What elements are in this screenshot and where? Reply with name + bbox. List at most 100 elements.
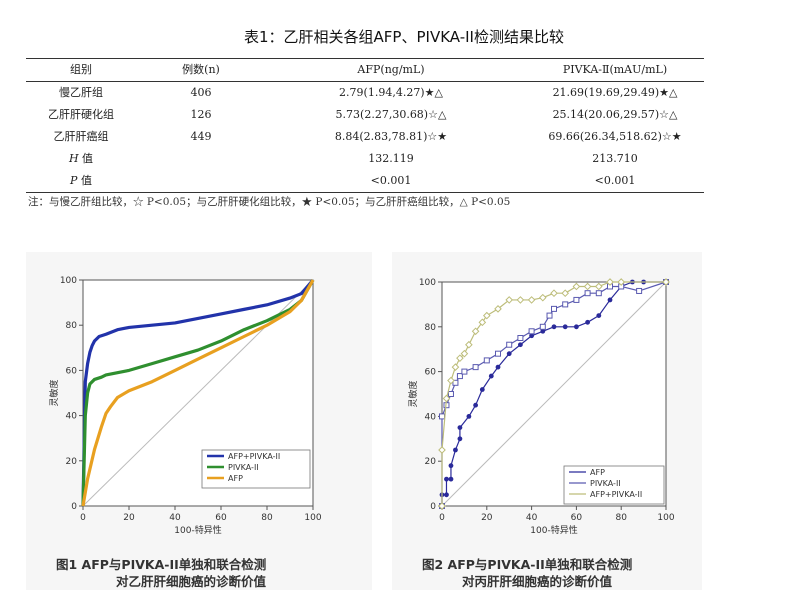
series-point: [636, 287, 643, 294]
figure-1-caption-line1: 图1 AFP与PIVKA-II单独和联合检测: [56, 557, 267, 572]
p-afp: <0.001: [370, 174, 412, 187]
series-point: [584, 290, 591, 297]
x-tick-label: 40: [526, 513, 538, 523]
y-tick-label: 0: [430, 502, 436, 512]
header-group: 组别: [70, 63, 92, 76]
series-point: [460, 349, 469, 358]
series-point: [546, 312, 553, 319]
series-point: [447, 376, 455, 385]
series-point: [506, 341, 513, 348]
header-pivka: PIVKA-Ⅱ(mAU/mL): [562, 63, 668, 76]
series-point: [585, 319, 590, 325]
series-line-0: [81, 278, 315, 507]
x-tick-label: 80: [615, 513, 627, 523]
series-point: [551, 305, 557, 312]
figure-2-caption-line2: 对丙肝肝细胞癌的诊断价值: [462, 574, 613, 589]
row-pivka: 21.69(19.69,29.49)★△: [552, 86, 678, 99]
series-point: [479, 387, 485, 392]
table-header-row: 组别 例数(n) AFP(ng/mL) PIVKA-Ⅱ(mAU/mL): [26, 59, 704, 81]
series-point: [482, 311, 491, 320]
row-afp: 2.79(1.94,4.27)★△: [339, 86, 443, 99]
x-tick-label: 20: [123, 513, 135, 523]
table-row-p: P 值 <0.001 <0.001: [26, 170, 704, 192]
y-tick-label: 0: [71, 502, 77, 512]
series-point: [448, 463, 454, 469]
x-tick-label: 60: [215, 513, 227, 523]
row-count: 406: [190, 86, 212, 99]
table-note: 注：与慢乙肝组比较，☆ P<0.05；与乙肝肝硬化组比较，★ P<0.05；与乙…: [28, 196, 511, 208]
series-point: [540, 328, 546, 334]
series-point: [562, 301, 569, 308]
row-group: 慢乙肝组: [59, 86, 103, 99]
x-tick-label: 60: [571, 513, 583, 523]
series-line-1: [81, 279, 315, 507]
table-row: 乙肝肝癌组 449 8.84(2.83,78.81)☆★ 69.66(26.34…: [26, 126, 704, 148]
legend-label: AFP: [590, 468, 605, 477]
y-tick-label: 20: [425, 457, 437, 467]
series-point: [466, 414, 472, 419]
y-tick-label: 80: [66, 321, 78, 331]
series-point: [562, 324, 568, 330]
series-point: [451, 363, 460, 371]
table-row: 慢乙肝组 406 2.79(1.94,4.27)★△ 21.69(19.69,2…: [26, 82, 704, 104]
p-label-rest: 值: [77, 174, 92, 187]
x-tick-label: 40: [169, 513, 181, 523]
series-point: [607, 297, 613, 303]
figure-2-roc-chart: 0 20 40 60 80 100 0 20 40 60 80 100 100-特异性 灵敏度 AFP PIV…: [407, 278, 675, 536]
series-point: [561, 289, 570, 298]
series-point: [529, 333, 534, 339]
figure-2-panel: 0 20 40 60 80 100 0 20 40 60 80 100 100-特异性 灵敏度 AFP PIV…: [392, 252, 702, 590]
header-count: 例数(n): [182, 63, 220, 76]
series-point: [662, 278, 670, 286]
x-tick-label: 20: [481, 513, 493, 523]
series-point: [488, 373, 494, 379]
row-afp: 8.84(2.83,78.81)☆★: [334, 130, 448, 143]
series-point: [527, 296, 536, 304]
table-bottom-rule: [26, 192, 704, 193]
figure-2-caption: 图2 AFP与PIVKA-II单独和联合检测 对丙肝肝细胞癌的诊断价值: [422, 556, 632, 590]
series-point: [518, 342, 523, 348]
row-afp: 5.73(2.27,30.68)☆△: [335, 108, 447, 121]
x-axis-label: 100-特异性: [530, 524, 577, 536]
h-label-italic: H: [68, 152, 79, 165]
row-group: 乙肝肝癌组: [53, 130, 109, 143]
figure-1-panel: 0 20 40 60 80 100 0 20 40 60 80 100 100-特异性 灵敏度 AFP+PI…: [26, 252, 372, 590]
series-point: [472, 364, 479, 371]
y-axis-label: 灵敏度: [48, 379, 60, 406]
table-row: 乙肝肝硬化组 126 5.73(2.27,30.68)☆△ 25.14(20.0…: [26, 104, 704, 126]
series-point: [471, 327, 480, 336]
legend-label: AFP: [228, 474, 243, 483]
series-point: [594, 282, 603, 291]
legend-label: AFP+PIVKA-II: [228, 452, 280, 461]
y-tick-label: 60: [425, 368, 437, 378]
figure-1-caption-line2: 对乙肝肝细胞癌的诊断价值: [116, 574, 267, 589]
series-point: [452, 379, 459, 386]
series-point: [457, 425, 463, 430]
legend-label: PIVKA-II: [228, 463, 259, 472]
series-point: [495, 350, 501, 357]
series-point: [438, 502, 446, 510]
h-pivka: 213.710: [592, 152, 638, 165]
h-afp: 132.119: [368, 152, 414, 165]
series-point: [473, 402, 478, 408]
series-point: [442, 394, 451, 403]
figure-2-caption-line1: 图2 AFP与PIVKA-II单独和联合检测: [422, 557, 633, 572]
series-point: [574, 324, 579, 330]
y-tick-label: 40: [425, 412, 437, 422]
legend-label: AFP+PIVKA-II: [590, 490, 642, 499]
series-point: [457, 436, 463, 442]
y-tick-label: 60: [66, 366, 78, 376]
y-tick-label: 40: [66, 412, 78, 422]
series-point: [438, 446, 446, 454]
p-label-italic: P: [70, 174, 78, 187]
series-point: [494, 305, 502, 313]
table-caption: 表1：乙肝相关各组AFP、PIVKA-II检测结果比较: [244, 28, 564, 46]
series-point: [550, 289, 558, 298]
series-point: [461, 368, 468, 375]
series-point: [595, 290, 602, 297]
table-header-rule: [26, 81, 704, 82]
y-tick-label: 20: [66, 457, 78, 467]
h-label-rest: 值: [78, 152, 94, 165]
figure-1-caption: 图1 AFP与PIVKA-II单独和联合检测 对乙肝肝细胞癌的诊断价值: [56, 556, 266, 590]
row-count: 126: [190, 108, 212, 121]
